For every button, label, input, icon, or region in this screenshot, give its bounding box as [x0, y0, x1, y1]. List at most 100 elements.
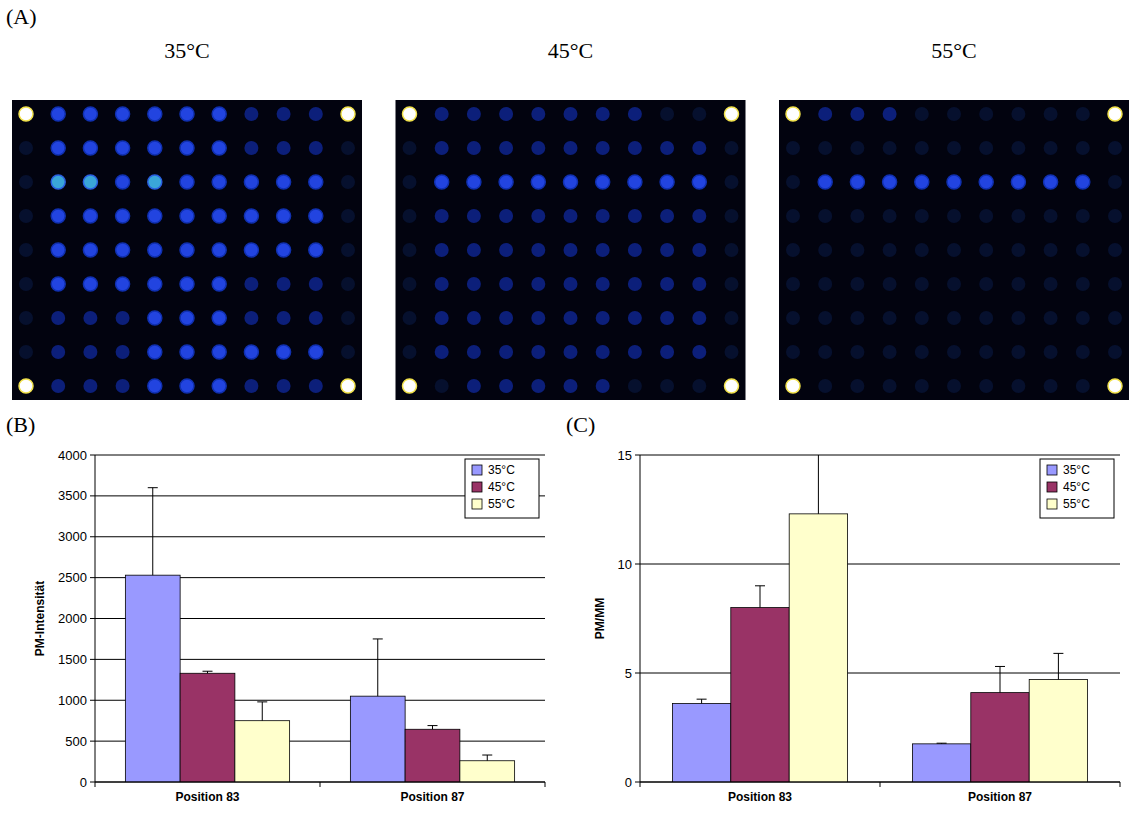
y-tick-label: 0: [80, 775, 87, 790]
y-tick: [90, 455, 95, 456]
spot: [947, 175, 961, 189]
grid-line: [95, 455, 545, 456]
spot: [1011, 345, 1025, 359]
spot: [531, 209, 545, 223]
y-tick: [90, 495, 95, 496]
spot: [116, 243, 130, 257]
bar: [789, 514, 847, 782]
spot: [435, 141, 449, 155]
spot: [883, 311, 897, 325]
y-tick: [635, 782, 640, 783]
spot: [883, 243, 897, 257]
spot: [850, 277, 864, 291]
spot: [277, 141, 291, 155]
spot: [1076, 141, 1090, 155]
spot: [692, 345, 706, 359]
bar: [672, 704, 730, 782]
spot: [309, 379, 323, 393]
error-line: [760, 586, 761, 608]
legend-swatch: [472, 499, 482, 509]
spot: [499, 345, 513, 359]
spot: [116, 107, 130, 121]
spot: [564, 175, 578, 189]
grid-line: [640, 673, 1120, 674]
spot: [244, 141, 258, 155]
bar: [912, 744, 970, 782]
error-cap: [203, 671, 213, 672]
y-tick-label: 0: [625, 775, 632, 790]
spot: [499, 209, 513, 223]
spot: [1076, 311, 1090, 325]
spot: [531, 141, 545, 155]
spot: [660, 345, 674, 359]
legend: 35°C45°C55°C: [1040, 459, 1114, 518]
y-tick-label: 2000: [58, 611, 87, 626]
spot: [1044, 209, 1058, 223]
image-background: [396, 100, 746, 400]
spot: [403, 107, 417, 121]
spot: [786, 379, 800, 393]
spot: [19, 141, 33, 155]
spot: [83, 141, 97, 155]
spot: [786, 141, 800, 155]
spot: [148, 141, 162, 155]
y-tick-label: 1000: [58, 693, 87, 708]
legend-swatch: [472, 465, 482, 475]
spot: [660, 209, 674, 223]
spot: [596, 209, 610, 223]
spot: [116, 277, 130, 291]
spot: [915, 107, 929, 121]
legend-swatch: [1047, 465, 1057, 475]
spot: [786, 209, 800, 223]
spot: [212, 311, 226, 325]
spot: [915, 277, 929, 291]
spot: [818, 277, 832, 291]
spot: [1044, 175, 1058, 189]
error-line: [1058, 653, 1059, 679]
spot: [915, 311, 929, 325]
spot: [786, 175, 800, 189]
grid-line: [640, 455, 1120, 456]
error-cap: [755, 585, 765, 586]
image-background: [779, 100, 1129, 400]
spot: [1011, 175, 1025, 189]
spot: [725, 141, 739, 155]
spot: [51, 277, 65, 291]
error-line: [487, 755, 488, 761]
spot: [116, 311, 130, 325]
x-tick: [640, 782, 641, 787]
spot: [883, 209, 897, 223]
spot: [818, 107, 832, 121]
image-title: 45°C: [548, 38, 593, 63]
legend-label: 45°C: [488, 480, 515, 494]
y-tick: [90, 700, 95, 701]
spot: [212, 175, 226, 189]
spot: [1108, 277, 1122, 291]
image-background: [12, 100, 362, 400]
error-cap: [1053, 653, 1063, 654]
spot: [915, 175, 929, 189]
spot: [725, 379, 739, 393]
y-axis: [640, 455, 641, 782]
spot: [435, 107, 449, 121]
spot: [180, 243, 194, 257]
spot: [403, 311, 417, 325]
spot: [564, 141, 578, 155]
bar: [125, 575, 180, 782]
spot: [1076, 379, 1090, 393]
spot: [660, 379, 674, 393]
spot: [51, 175, 65, 189]
spot: [403, 379, 417, 393]
legend-label: 55°C: [488, 497, 515, 511]
spot: [850, 379, 864, 393]
spot: [725, 277, 739, 291]
spot: [467, 107, 481, 121]
spot: [435, 209, 449, 223]
spot: [628, 311, 642, 325]
spot: [309, 243, 323, 257]
spot: [660, 107, 674, 121]
error-line: [262, 702, 263, 721]
spot: [1044, 311, 1058, 325]
spot: [277, 277, 291, 291]
spot: [435, 243, 449, 257]
